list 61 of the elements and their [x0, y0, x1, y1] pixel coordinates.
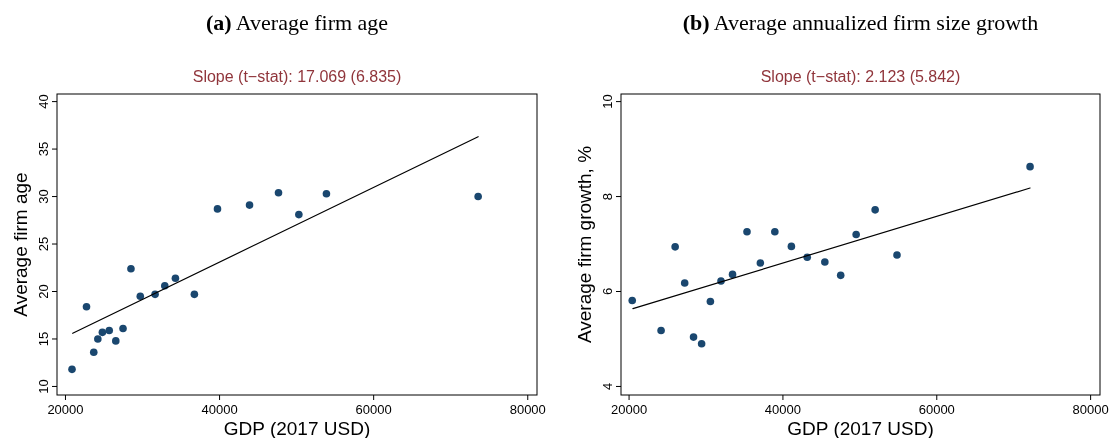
point	[136, 292, 145, 301]
y-tick-label: 15	[36, 331, 51, 347]
point	[213, 205, 222, 213]
x-tick-label: 80000	[1072, 402, 1109, 417]
point	[111, 337, 120, 345]
point	[657, 326, 665, 335]
y-axis-title: Average firm age	[10, 172, 31, 317]
point	[245, 201, 254, 209]
y-tick-label: 25	[36, 236, 51, 252]
point	[871, 206, 879, 214]
point	[94, 335, 102, 343]
point	[68, 365, 76, 374]
x-tick-label: 40000	[201, 402, 238, 417]
point	[171, 274, 180, 283]
point	[771, 227, 779, 236]
x-tick-label: 20000	[611, 402, 648, 417]
point	[119, 324, 127, 333]
point	[322, 189, 331, 198]
point	[190, 290, 199, 299]
point	[836, 271, 845, 280]
point	[628, 296, 637, 305]
x-tick-label: 60000	[355, 402, 392, 417]
y-tick-label: 10	[36, 379, 51, 394]
x-tick-label: 80000	[509, 402, 546, 417]
chart-title: (a) Average firm age	[205, 10, 389, 35]
point	[274, 188, 283, 197]
point	[852, 230, 860, 239]
point	[756, 259, 765, 267]
point	[671, 243, 679, 251]
y-tick-label: 6	[600, 287, 615, 296]
point	[697, 339, 706, 348]
y-tick-label: 8	[600, 192, 615, 201]
y-tick-label: 30	[36, 189, 51, 204]
x-tick-label: 60000	[918, 402, 955, 417]
y-tick-label: 20	[36, 284, 51, 299]
chart-subtitle: Slope (t−stat): 2.123 (5.842)	[760, 68, 961, 85]
x-tick-label: 40000	[764, 402, 801, 417]
y-axis-title: Average firm growth, %	[574, 145, 595, 344]
point	[689, 333, 698, 341]
point	[893, 251, 901, 259]
chart-title: (b) Average annualized firm size growth	[682, 10, 1039, 35]
point	[98, 328, 107, 337]
point	[1026, 162, 1034, 171]
point	[728, 270, 737, 279]
y-tick-label: 10	[600, 94, 615, 109]
y-tick-label: 4	[600, 382, 615, 391]
y-tick-label: 35	[36, 141, 51, 157]
point	[821, 258, 829, 266]
y-tick-label: 40	[36, 94, 51, 109]
point	[82, 302, 91, 311]
point	[295, 210, 303, 219]
point	[680, 279, 689, 287]
point	[474, 192, 482, 201]
chart-subtitle: Slope (t−stat): 17.069 (6.835)	[192, 68, 402, 85]
x-tick-label: 20000	[47, 402, 84, 417]
point	[127, 264, 135, 273]
point	[706, 297, 715, 306]
point	[105, 326, 114, 335]
point	[743, 227, 751, 236]
point	[89, 348, 98, 357]
point	[787, 242, 796, 251]
